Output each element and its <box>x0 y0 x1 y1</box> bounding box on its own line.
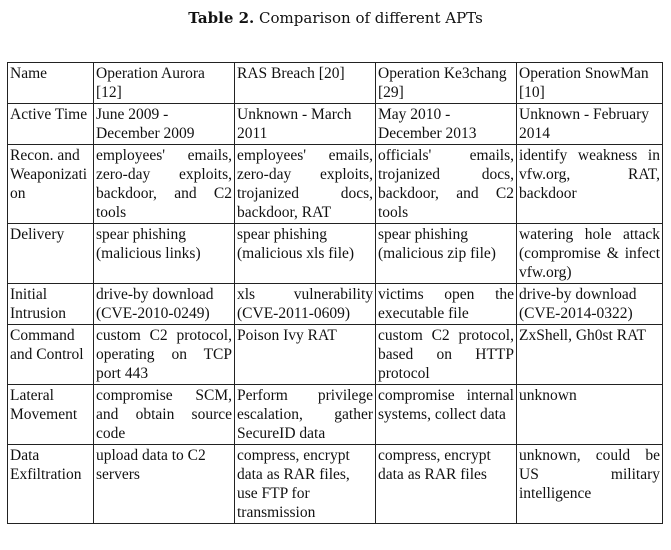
table-cell: spear phishing (malicious links) <box>93 223 235 284</box>
table-cell: employees' emails, zero-day exploits, ba… <box>93 144 235 224</box>
row-label-cell: Lateral Movement <box>7 384 94 445</box>
table-cell: compress, encrypt data as RAR files, use… <box>234 444 376 524</box>
table-cell: victims open the executable file <box>375 283 517 325</box>
table-cell: compromise SCM, and obtain source code <box>93 384 235 445</box>
table-row: Command and Control custom C2 protocol, … <box>7 324 663 385</box>
table-row: Active Time June 2009 - December 2009 Un… <box>7 103 663 145</box>
row-label-cell: Data Exfiltration <box>7 444 94 524</box>
table-cell: compress, encrypt data as RAR files <box>375 444 517 524</box>
apt-comparison-table: Name Operation Aurora [12] RAS Breach [2… <box>7 62 663 524</box>
table-cell: Unknown - March 2011 <box>234 103 376 145</box>
table-cell: May 2010 - December 2013 <box>375 103 517 145</box>
table-cell: spear phishing (malicious zip file) <box>375 223 517 284</box>
row-label-cell: Command and Control <box>7 324 94 385</box>
table-row: Delivery spear phishing (malicious links… <box>7 223 663 284</box>
table-cell: xls vulnerability (CVE-2011-0609) <box>234 283 376 325</box>
table-cell: upload data to C2 servers <box>93 444 235 524</box>
header-cell: Operation SnowMan [10] <box>516 62 663 104</box>
row-label-cell: Delivery <box>7 223 94 284</box>
row-label-cell: Initial Intrusion <box>7 283 94 325</box>
header-cell: RAS Breach [20] <box>234 62 376 104</box>
table-cell: custom C2 protocol, operating on TCP por… <box>93 324 235 385</box>
table-cell: June 2009 - December 2009 <box>93 103 235 145</box>
table-cell: employees' emails, zero-day exploits, tr… <box>234 144 376 224</box>
table-cell: Unknown - February 2014 <box>516 103 663 145</box>
table-cell: Perform privilege escalation, gather Sec… <box>234 384 376 445</box>
table-cell: identify weakness in vfw.org, RAT, backd… <box>516 144 663 224</box>
table-caption-text: Comparison of different APTs <box>259 9 483 27</box>
table-cell: spear phishing (malicious xls file) <box>234 223 376 284</box>
table-row: Lateral Movement compromise SCM, and obt… <box>7 384 663 445</box>
header-cell: Operation Aurora [12] <box>93 62 235 104</box>
table-row: Data Exfiltration upload data to C2 serv… <box>7 444 663 524</box>
table-cell: watering hole attack (compromise & infec… <box>516 223 663 284</box>
table-row: Recon. and Weaponization employees' emai… <box>7 144 663 224</box>
row-label-cell: Recon. and Weaponization <box>7 144 94 224</box>
header-cell: Operation Ke3chang [29] <box>375 62 517 104</box>
table-cell: compromise internal systems, collect dat… <box>375 384 517 445</box>
table-cell: Poison Ivy RAT <box>234 324 376 385</box>
table-cell: unknown <box>516 384 663 445</box>
table-caption-label: Table 2. <box>188 9 255 27</box>
table-caption: Table 2. Comparison of different APTs <box>0 8 671 28</box>
row-label-cell: Active Time <box>7 103 94 145</box>
table-cell: drive-by download (CVE-2014-0322) <box>516 283 663 325</box>
table-cell: unknown, could be US military intelligen… <box>516 444 663 524</box>
table-cell: custom C2 protocol, based on HTTP protoc… <box>375 324 517 385</box>
table-header-row: Name Operation Aurora [12] RAS Breach [2… <box>7 62 663 104</box>
table-cell: officials' emails, trojanized docs, back… <box>375 144 517 224</box>
table-cell: ZxShell, Gh0st RAT <box>516 324 663 385</box>
table-row: Initial Intrusion drive-by download (CVE… <box>7 283 663 325</box>
table-cell: drive-by download (CVE-2010-0249) <box>93 283 235 325</box>
header-cell: Name <box>7 62 94 104</box>
